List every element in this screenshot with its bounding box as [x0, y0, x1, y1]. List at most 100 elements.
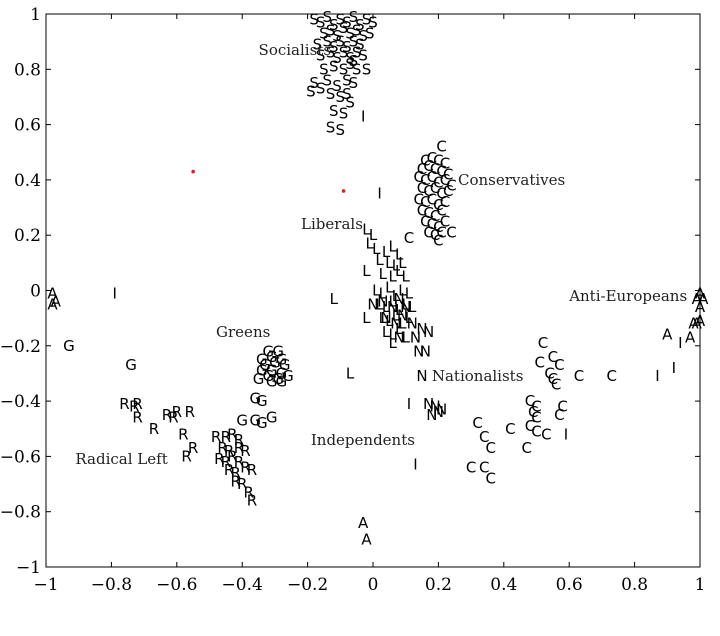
point-n: N: [423, 323, 434, 341]
point-c: C: [485, 470, 495, 488]
point-a: A: [47, 295, 58, 313]
point-n: N: [413, 342, 424, 360]
point-r: R: [227, 447, 237, 465]
point-l: L: [395, 246, 404, 264]
point-s: S: [336, 33, 346, 51]
point-s: S: [358, 46, 368, 64]
point-s: S: [322, 71, 332, 89]
point-r: R: [211, 428, 221, 446]
point-s: S: [349, 74, 359, 92]
point-n: N: [394, 290, 405, 308]
point-g: G: [266, 348, 278, 366]
point-s: S: [322, 8, 332, 26]
point-g: G: [269, 353, 281, 371]
point-r: R: [132, 409, 142, 427]
point-r: R: [188, 439, 198, 457]
point-r: R: [224, 442, 234, 460]
point-c: C: [440, 154, 450, 172]
point-c: C: [535, 353, 545, 371]
point-l: L: [362, 309, 371, 327]
group-label-conservatives: Conservatives: [458, 171, 565, 189]
point-s: S: [358, 27, 368, 45]
point-g: G: [272, 342, 284, 360]
point-c: C: [528, 403, 538, 421]
point-a: A: [695, 298, 706, 316]
point-c: C: [414, 168, 424, 186]
point-l: L: [402, 268, 411, 286]
point-r: R: [221, 453, 231, 471]
point-s: S: [332, 77, 342, 95]
point-s: S: [345, 24, 355, 42]
point-g: G: [276, 351, 288, 369]
point-s: S: [326, 22, 336, 40]
point-r: R: [172, 403, 182, 421]
point-s: S: [352, 44, 362, 62]
point-n: N: [394, 329, 405, 347]
point-s: S: [319, 60, 329, 78]
point-l: L: [395, 320, 404, 338]
group-label-nationalists: Nationalists: [432, 367, 524, 385]
point-r: R: [168, 409, 178, 427]
point-s: S: [339, 60, 349, 78]
group-label-liberals: Liberals: [301, 215, 363, 233]
point-a: A: [662, 326, 673, 344]
point-i: I: [678, 334, 682, 352]
point-a: A: [692, 290, 703, 308]
point-r: R: [234, 453, 244, 471]
point-c: C: [423, 157, 433, 175]
point-c: C: [417, 201, 427, 219]
point-g: G: [266, 409, 278, 427]
point-s: S: [345, 55, 355, 73]
point-l: L: [388, 293, 397, 311]
point-r: R: [240, 442, 250, 460]
point-l: L: [379, 265, 388, 283]
point-l: L: [372, 282, 381, 300]
x-tick-label: 0.6: [556, 575, 583, 595]
point-c: C: [554, 406, 564, 424]
point-c: C: [446, 223, 456, 241]
point-l: L: [369, 226, 378, 244]
point-c: C: [525, 417, 535, 435]
point-l: L: [398, 315, 407, 333]
point-l: L: [385, 279, 394, 297]
point-g: G: [125, 356, 137, 374]
point-n: N: [423, 395, 434, 413]
point-l: L: [388, 334, 397, 352]
point-c: C: [433, 218, 443, 236]
point-c: C: [433, 152, 443, 170]
point-c: C: [538, 334, 548, 352]
point-g: G: [266, 362, 278, 380]
point-n: N: [420, 342, 431, 360]
point-c: C: [446, 176, 456, 194]
point-c: C: [420, 152, 430, 170]
point-l: L: [395, 301, 404, 319]
point-n: N: [430, 398, 441, 416]
point-c: C: [404, 229, 414, 247]
point-g: G: [266, 373, 278, 391]
point-g: G: [249, 411, 261, 429]
point-s: S: [336, 88, 346, 106]
point-c: C: [548, 348, 558, 366]
axis-ticks: [45, 13, 701, 568]
point-s: S: [339, 105, 349, 123]
point-r: R: [214, 450, 224, 468]
point-c: C: [436, 201, 446, 219]
point-c: C: [423, 204, 433, 222]
point-r: R: [230, 464, 240, 482]
point-s: S: [306, 82, 316, 100]
point-s: S: [322, 33, 332, 51]
point-l: L: [388, 326, 397, 344]
point-r: R: [247, 461, 257, 479]
point-n: N: [367, 295, 378, 313]
point-c: C: [423, 182, 433, 200]
point-l: L: [382, 323, 391, 341]
point-l: L: [405, 284, 414, 302]
point-l: L: [385, 312, 394, 330]
point-s: S: [339, 19, 349, 37]
point-r: R: [185, 403, 195, 421]
point-s: S: [345, 93, 355, 111]
point-n: N: [387, 298, 398, 316]
point-g: G: [263, 342, 275, 360]
point-a: A: [51, 293, 62, 311]
point-a: A: [695, 312, 706, 330]
